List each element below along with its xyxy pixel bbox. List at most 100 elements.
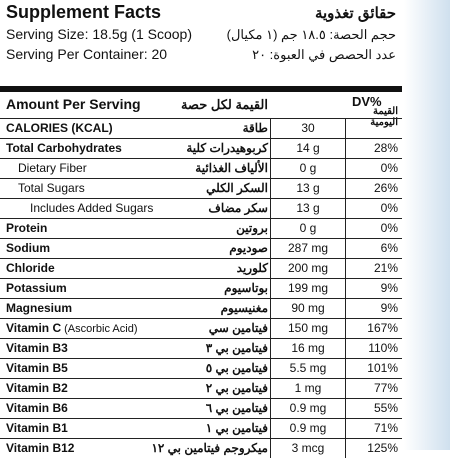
nutrient-name-ar: صوديوم: [229, 241, 268, 255]
nutrient-name: Vitamin B6: [6, 401, 68, 415]
amount: 0 g: [270, 159, 346, 178]
amount: 14 g: [270, 139, 346, 158]
servings: Serving Per Container: 20: [6, 46, 168, 62]
daily-value: 6%: [380, 241, 398, 255]
nutrient-name-text: Sodium: [6, 241, 50, 255]
nutrient-name-ar: السكر الكلي: [206, 181, 268, 195]
amount: 0.9 mg: [270, 419, 346, 438]
nutrient-name: Vitamin C (Ascorbic Acid): [6, 321, 137, 335]
nutrient-name: Magnesium: [6, 301, 72, 315]
nutrient-name: Chloride: [6, 261, 55, 275]
nutrient-name: Vitamin B5: [6, 361, 68, 375]
amount: 13 g: [270, 199, 346, 218]
nutrient-name-ar: كلوريد: [236, 261, 268, 275]
daily-value: 21%: [373, 261, 398, 275]
dv-heading: DV%: [352, 94, 382, 109]
daily-value: 125%: [367, 441, 398, 455]
daily-value: 0%: [380, 161, 398, 175]
nutrient-row: Magnesium مغنيسيوم 90 mg 9%: [0, 298, 402, 318]
nutrient-row: CALORIES (KCAL) طاقة 30: [0, 118, 402, 138]
nutrient-name-text: Vitamin B6: [6, 401, 68, 415]
amount: 90 mg: [270, 299, 346, 318]
nutrient-row: Vitamin B12 ميكروجم فيتامين بي ١٢ 3 mcg 125…: [0, 438, 402, 458]
nutrient-name: Dietary Fiber: [18, 161, 87, 175]
nutrient-row: Chloride كلوريد 200 mg 21%: [0, 258, 402, 278]
nutrient-row: Potassium بوتاسيوم 199 mg 9%: [0, 278, 402, 298]
nutrient-name-text: CALORIES (KCAL): [6, 121, 113, 135]
nutrient-name: Vitamin B1: [6, 421, 68, 435]
nutrient-row: Dietary Fiber الألياف الغذائية 0 g 0%: [0, 158, 402, 178]
daily-value: 26%: [373, 181, 398, 195]
nutrient-name-ar: كربوهيدرات كلية: [186, 141, 268, 155]
amount-heading: Amount Per Serving: [6, 96, 141, 112]
nutrient-name-text: Potassium: [6, 281, 67, 295]
nutrient-name-text: Includes Added Sugars: [30, 201, 154, 215]
amount: 0 g: [270, 219, 346, 238]
nutrient-name-text: Magnesium: [6, 301, 73, 315]
nutrient-name-text: Vitamin B12: [6, 441, 75, 455]
daily-value: 9%: [380, 281, 398, 295]
nutrient-name: Vitamin B2: [6, 381, 68, 395]
nutrient-name-ar: ميكروجم فيتامين بي ١٢: [151, 441, 268, 455]
nutrient-name-text: Total Carbohydrates: [6, 141, 122, 155]
nutrient-name: Protein: [6, 221, 47, 235]
dv-heading-ar: القيمة اليومية: [370, 106, 398, 128]
serving-size-ar: حجم الحصة: ١٨.٥ جم (١ مكيال): [226, 27, 396, 42]
nutrient-name-ar: سكر مضاف: [208, 201, 268, 215]
nutrient-row: Total Carbohydrates كربوهيدرات كلية 14 g 28…: [0, 138, 402, 158]
nutrient-name-text: Vitamin B2: [6, 381, 68, 395]
nutrient-row: Vitamin B1 فيتامين بي ١ 0.9 mg 71%: [0, 418, 402, 438]
nutrient-name-ar: فيتامين سي: [208, 321, 268, 335]
nutrient-name-ar: بوتاسيوم: [224, 281, 268, 295]
nutrient-name-text: Dietary Fiber: [18, 161, 87, 175]
daily-value: 110%: [368, 341, 398, 355]
nutrient-row: Sodium صوديوم 287 mg 6%: [0, 238, 402, 258]
nutrient-name-text: Vitamin B3: [6, 341, 68, 355]
amount: 1 mg: [270, 379, 346, 398]
nutrient-name-ar: الألياف الغذائية: [195, 161, 268, 175]
nutrient-name: Potassium: [6, 281, 67, 295]
amount: 13 g: [270, 179, 346, 198]
daily-value: 77%: [373, 381, 398, 395]
nutrient-name: Vitamin B12: [6, 441, 74, 455]
supplement-label: Supplement Facts حقائق تغذوية Serving Si…: [0, 2, 402, 458]
daily-value: 167%: [367, 321, 398, 335]
nutrient-name-text: Vitamin B1: [6, 421, 68, 435]
nutrient-name-ar: فيتامين بي ٥: [205, 361, 268, 375]
nutrient-name-text: Vitamin B5: [6, 361, 68, 375]
nutrient-name: Total Sugars: [18, 181, 85, 195]
amount: 199 mg: [270, 279, 346, 298]
amount: 287 mg: [270, 239, 346, 258]
nutrient-name-ar: طاقة: [242, 121, 268, 135]
nutrient-row: Includes Added Sugars سكر مضاف 13 g 0%: [0, 198, 402, 218]
nutrient-note: (Ascorbic Acid): [64, 323, 138, 335]
serving-size: Serving Size: 18.5g (1 Scoop): [6, 26, 192, 42]
nutrient-row: Vitamin B6 فيتامين بي ٦ 0.9 mg 55%: [0, 398, 402, 418]
nutrient-name-ar: فيتامين بي ٣: [205, 341, 268, 355]
nutrient-name-text: Total Sugars: [18, 181, 85, 195]
nutrient-name-ar: فيتامين بي ١: [205, 421, 268, 435]
daily-value: 55%: [373, 401, 398, 415]
nutrient-name-text: Protein: [6, 221, 48, 235]
nutrient-row: Protein بروتين 0 g 0%: [0, 218, 402, 238]
daily-value: 9%: [380, 301, 398, 315]
nutrient-name: CALORIES (KCAL): [6, 121, 113, 135]
background-edge: [404, 0, 450, 450]
nutrient-row: Total Sugars السكر الكلي 13 g 26%: [0, 178, 402, 198]
nutrient-name-ar: فيتامين بي ٢: [205, 381, 268, 395]
amount: 200 mg: [270, 259, 346, 278]
title-ar: حقائق تغذوية: [314, 5, 396, 22]
daily-value: 101%: [367, 361, 398, 375]
title: Supplement Facts: [6, 2, 162, 22]
nutrient-name: Sodium: [6, 241, 50, 255]
nutrient-name: Vitamin B3: [6, 341, 68, 355]
amount: 150 mg: [270, 319, 346, 338]
nutrient-name: Total Carbohydrates: [6, 141, 122, 155]
nutrient-row: Vitamin C (Ascorbic Acid) فيتامين سي 150 mg…: [0, 318, 402, 338]
nutrient-name-ar: مغنيسيوم: [220, 301, 268, 315]
daily-value: 0%: [380, 201, 398, 215]
thick-rule: [0, 86, 402, 92]
nutrient-row: Vitamin B5 فيتامين بي ٥ 5.5 mg 101%: [0, 358, 402, 378]
nutrient-row: Vitamin B3 فيتامين بي ٣ 16 mg 110%: [0, 338, 402, 358]
